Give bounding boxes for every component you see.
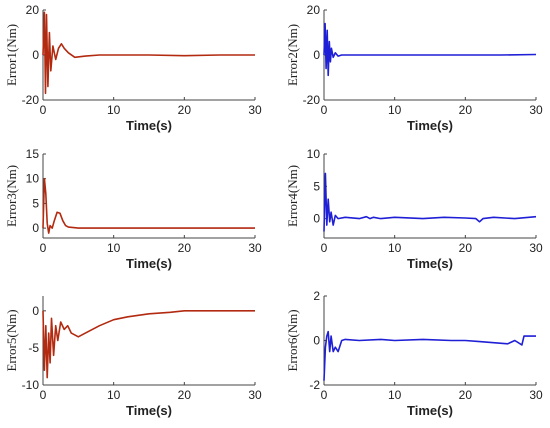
chart-error4: 0 10 20 30 0 5 10 Time(s) Error4(Nm): [285, 147, 543, 271]
y-tick-label: 10: [307, 147, 321, 161]
x-tick-label: 20: [178, 241, 192, 255]
x-axis-label: Time(s): [407, 403, 453, 418]
x-tick-label: 10: [107, 103, 121, 117]
x-tick-label: 10: [107, 241, 121, 255]
x-tick-label: 20: [178, 388, 192, 402]
y-tick-label: 15: [26, 147, 40, 161]
x-axis-label: Time(s): [407, 118, 453, 133]
y-tick-label: -20: [22, 93, 40, 107]
x-axis-label: Time(s): [126, 256, 172, 271]
y-tick-label: -10: [22, 378, 40, 392]
x-tick-label: 0: [321, 103, 328, 117]
y-axis-label: Error3(Nm): [4, 165, 19, 227]
y-tick-label: 20: [307, 3, 321, 17]
y-tick-label: 5: [32, 196, 39, 210]
y-tick-label: 0: [313, 212, 320, 226]
x-tick-label: 20: [459, 241, 473, 255]
y-tick-label: 2: [313, 289, 320, 303]
y-axis-label: Error5(Nm): [4, 309, 19, 371]
y-axis-label: Error2(Nm): [285, 24, 300, 86]
y-tick-label: 0: [32, 221, 39, 235]
x-tick-label: 10: [107, 388, 121, 402]
y-tick-label: 20: [26, 3, 40, 17]
x-tick-label: 10: [388, 388, 402, 402]
x-tick-label: 0: [40, 388, 47, 402]
x-tick-label: 30: [529, 103, 543, 117]
x-tick-label: 30: [248, 388, 262, 402]
x-tick-label: 20: [459, 103, 473, 117]
y-tick-label: 10: [26, 172, 40, 186]
series-line: [42, 11, 255, 95]
x-tick-label: 20: [459, 388, 473, 402]
x-tick-label: 30: [248, 241, 262, 255]
x-tick-label: 20: [178, 103, 192, 117]
y-axis-label: Error1(Nm): [4, 24, 19, 86]
y-tick-label: 0: [32, 48, 39, 62]
series-line: [42, 177, 255, 234]
series-line: [42, 309, 255, 379]
x-tick-label: 0: [40, 103, 47, 117]
x-tick-label: 30: [529, 241, 543, 255]
chart-error5: 0 10 20 30 -10 -5 0 Time(s) Error5(Nm): [4, 296, 262, 418]
series-line: [323, 22, 537, 77]
series-line: [323, 330, 536, 381]
x-tick-label: 30: [529, 388, 543, 402]
chart-error3: 0 10 20 30 0 5 10 15 Time(s) Error3(Nm): [4, 147, 262, 271]
x-axis-label: Time(s): [126, 118, 172, 133]
y-axis-label: Error6(Nm): [285, 309, 300, 371]
y-tick-label: -2: [309, 378, 320, 392]
x-axis-label: Time(s): [126, 403, 172, 418]
series-line: [323, 172, 537, 232]
x-tick-label: 10: [388, 103, 402, 117]
y-tick-label: 0: [313, 48, 320, 62]
y-tick-label: -5: [28, 341, 39, 355]
x-tick-label: 10: [388, 241, 402, 255]
x-tick-label: 0: [40, 241, 47, 255]
y-axis-label: Error4(Nm): [285, 165, 300, 227]
y-tick-label: 5: [313, 179, 320, 193]
y-tick-label: 0: [32, 304, 39, 318]
x-tick-label: 30: [248, 103, 262, 117]
x-axis-label: Time(s): [407, 256, 453, 271]
y-tick-label: -20: [303, 93, 321, 107]
x-tick-label: 0: [321, 388, 328, 402]
x-tick-label: 0: [321, 241, 328, 255]
y-tick-label: 0: [313, 334, 320, 348]
